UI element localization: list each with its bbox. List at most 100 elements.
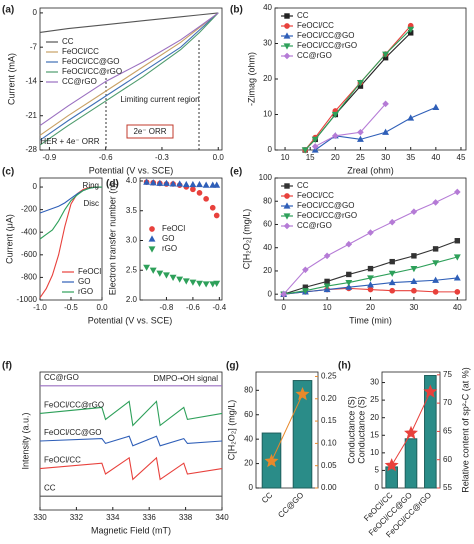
marker	[143, 264, 151, 271]
series-label: CC@rGO	[44, 373, 79, 382]
marker	[283, 43, 291, 50]
x-tick-label: 30	[409, 303, 418, 312]
marker	[382, 51, 390, 58]
x-tick-label: 0.0	[213, 153, 225, 162]
marker	[284, 193, 290, 199]
legend-label: CC@rGO	[62, 77, 97, 86]
y-tick-label: 25	[370, 395, 379, 404]
y-tick-label: 0	[375, 483, 380, 492]
panel-label: (b)	[230, 5, 243, 16]
x-tick-label: -0.9	[42, 153, 56, 162]
marker	[389, 287, 396, 294]
y2-line	[271, 394, 303, 462]
marker	[283, 202, 291, 209]
marker	[404, 425, 418, 440]
marker	[209, 181, 217, 188]
y-tick-label: -28	[25, 145, 37, 154]
x-tick-label: 40	[453, 303, 462, 312]
marker	[301, 147, 309, 154]
marker	[388, 278, 396, 286]
marker	[423, 384, 438, 398]
x-tick-label: 334	[106, 513, 120, 522]
marker	[324, 278, 330, 285]
marker	[345, 279, 353, 287]
marker	[156, 179, 164, 186]
series-line	[39, 12, 219, 126]
marker	[411, 253, 417, 259]
y-tick-label: 2.0	[126, 295, 138, 304]
y-tick-label: 20	[370, 413, 379, 422]
series-line	[314, 103, 386, 147]
y2-tick-label: 0.25	[321, 372, 337, 381]
x-tick-label: 30	[381, 153, 390, 162]
marker	[454, 238, 461, 244]
x-axis-label: Time (min)	[349, 315, 392, 325]
marker	[432, 199, 439, 206]
marker	[367, 229, 374, 236]
marker	[196, 280, 203, 287]
series-line	[39, 400, 223, 427]
legend-label: FeOCl/CC	[62, 47, 99, 56]
marker	[190, 186, 196, 193]
x-tick-label: 0	[281, 303, 286, 312]
x-tick-label: 336	[143, 513, 157, 522]
y-axis-label: Current (mA)	[6, 53, 16, 105]
legend-label: rGO	[78, 287, 93, 296]
x-tick-label: -1.0	[33, 303, 47, 312]
y-tick-label: 15	[370, 430, 379, 439]
marker	[202, 281, 210, 288]
series-label: CC	[44, 483, 56, 492]
marker	[454, 289, 461, 295]
y-tick-label: 0	[268, 289, 273, 298]
marker	[382, 100, 389, 108]
panel-label: (f)	[2, 361, 12, 372]
annotation: Ring	[83, 181, 99, 190]
legend-label: FeOCl/CC@rGO	[62, 67, 122, 76]
y-tick-label: 5	[375, 466, 380, 475]
marker	[213, 181, 221, 188]
marker	[283, 213, 291, 220]
marker	[432, 260, 440, 267]
y-tick-label: -1000	[17, 295, 38, 304]
marker	[411, 287, 417, 294]
marker	[163, 179, 170, 186]
y2-tick-label: 0.15	[321, 416, 337, 425]
legend-label: GO	[78, 277, 90, 286]
marker	[323, 252, 331, 260]
panel-label: (h)	[338, 361, 351, 372]
marker	[410, 266, 418, 273]
y-tick-label: 100	[259, 173, 273, 182]
y-axis-label: Intensity (a.u.)	[20, 412, 30, 469]
y2-tick-label: 0.20	[321, 394, 337, 403]
legend-label: FeOCl/CC@GO	[62, 57, 119, 66]
annotation: 2e⁻ ORR	[133, 127, 166, 136]
x-tick-label: -0.6	[99, 153, 113, 162]
marker	[149, 226, 155, 232]
marker	[283, 52, 291, 60]
marker	[209, 281, 217, 288]
y-tick-label: 80	[244, 385, 253, 394]
y-axis-label: -Zimag (ohm)	[246, 52, 256, 106]
y-tick-label: 0	[33, 8, 38, 17]
y-tick-label: 60	[263, 220, 272, 229]
marker	[169, 274, 177, 282]
marker	[189, 180, 197, 188]
y-tick-label: -800	[21, 273, 38, 282]
y2-tick-label: 60	[443, 455, 452, 464]
y2-axis-label: Relative content of sp²-C (at %)	[460, 367, 470, 493]
y-tick-label: 3.5	[126, 206, 138, 215]
bar	[292, 380, 313, 489]
series-label: FeOCl/CC	[44, 456, 81, 465]
marker	[323, 283, 331, 290]
panel-label: (d)	[106, 179, 119, 190]
x-tick-label: 15	[306, 153, 315, 162]
x-tick-label: 332	[70, 513, 84, 522]
marker	[284, 183, 290, 189]
x-tick-label: CC@GO	[276, 491, 305, 520]
marker	[196, 190, 203, 196]
y2-tick-label: 70	[443, 398, 452, 407]
series-line	[39, 12, 219, 146]
x-axis-label: Magnetic Field (mT)	[91, 525, 171, 535]
x-axis-label: Zreal (ohm)	[347, 165, 394, 175]
